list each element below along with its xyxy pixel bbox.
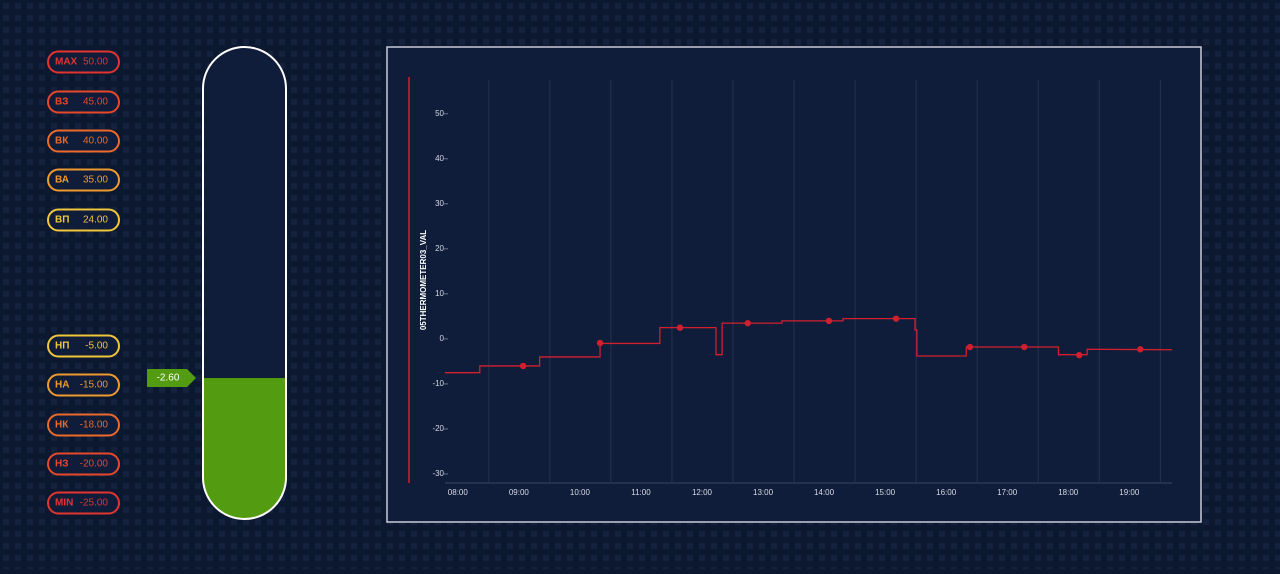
x-tick-label: 09:00 (509, 488, 530, 497)
threshold-label: НК (55, 420, 69, 431)
y-tick-label: -10 (432, 379, 444, 388)
x-tick-label: 19:00 (1119, 488, 1140, 497)
y-tick-label: 10 (435, 289, 444, 298)
threshold-value: -20.00 (80, 459, 109, 470)
x-tick-label: 13:00 (753, 488, 774, 497)
threshold-pill (47, 129, 120, 153)
x-tick-label: 17:00 (997, 488, 1018, 497)
threshold-value: 50.00 (83, 57, 108, 68)
threshold-label: НП (55, 341, 69, 352)
data-point (825, 317, 833, 325)
threshold-value: -15.00 (80, 380, 109, 391)
data-point (1021, 343, 1028, 351)
threshold-pill (47, 452, 120, 476)
data-point (966, 343, 974, 351)
y-tick-label: 0 (440, 334, 445, 343)
y-tick-label: 40 (435, 154, 444, 163)
threshold-value: -25.00 (80, 498, 109, 509)
x-tick-label: 12:00 (692, 488, 713, 497)
data-point (892, 315, 900, 322)
gauge-pointer-label: -2.60 (157, 373, 180, 384)
y-tick-label: 30 (435, 199, 444, 208)
threshold-value: -18.00 (80, 420, 109, 431)
threshold-pill (47, 373, 120, 397)
data-point (519, 362, 527, 370)
x-tick-label: 16:00 (936, 488, 957, 497)
x-tick-label: 11:00 (631, 488, 651, 497)
gauge-fill (203, 378, 286, 519)
y-axis-label: 05THERMOMETER03_VAL (419, 230, 428, 330)
gauge-pointer (147, 369, 196, 388)
threshold-label: MAX (55, 57, 78, 68)
x-tick-label: 08:00 (448, 488, 469, 497)
x-tick-label: 18:00 (1058, 488, 1079, 497)
threshold-label: НА (55, 380, 69, 391)
x-tick-label: 15:00 (875, 488, 896, 497)
threshold-value: 45.00 (83, 97, 108, 108)
threshold-pill (47, 50, 120, 74)
threshold-value: 35.00 (83, 175, 108, 186)
threshold-label: ВК (55, 136, 69, 147)
threshold-pill (47, 208, 120, 232)
data-point (744, 319, 751, 327)
threshold-value: 40.00 (83, 136, 108, 147)
threshold-label: ВА (55, 175, 69, 186)
data-point (1076, 351, 1083, 359)
threshold-pill (47, 413, 120, 437)
threshold-pill (47, 491, 120, 515)
data-point (596, 339, 604, 347)
threshold-value: -5.00 (85, 341, 108, 352)
data-point (1137, 346, 1144, 353)
gauge-outline (202, 46, 287, 520)
threshold-label: MIN (55, 498, 73, 509)
data-point (676, 324, 684, 331)
threshold-label: ВЗ (55, 97, 68, 108)
y-tick-label: -20 (432, 424, 444, 433)
y-tick-label: 20 (435, 244, 444, 253)
threshold-label: НЗ (55, 459, 69, 470)
x-tick-label: 10:00 (570, 488, 591, 497)
y-tick-label: 50 (435, 109, 444, 118)
threshold-pill (47, 334, 120, 358)
threshold-value: 24.00 (83, 215, 108, 226)
y-tick-label: -30 (432, 469, 444, 478)
threshold-label: ВП (55, 215, 69, 226)
x-tick-label: 14:00 (814, 488, 835, 497)
data-line (445, 317, 1173, 374)
threshold-pill (47, 90, 120, 114)
threshold-pill (47, 168, 120, 192)
